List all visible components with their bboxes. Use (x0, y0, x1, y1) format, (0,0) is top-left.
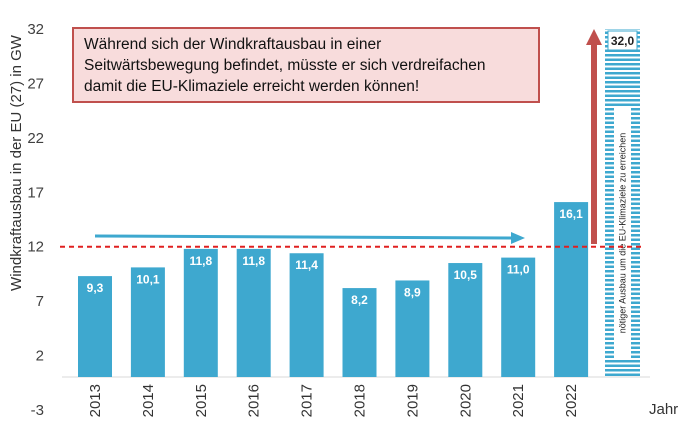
bar-value-label: 10,5 (454, 268, 478, 282)
bar (236, 248, 271, 377)
bars: 9,3 10,1 11,8 11,8 11,4 8,2 8,9 10,5 11,0 16,1 (78, 202, 589, 377)
target-value-box (607, 30, 638, 51)
target-value-label: 32,0 (611, 34, 635, 48)
bar-value-label: 9,3 (87, 281, 104, 295)
bar (130, 267, 165, 377)
annotation-box: Während sich der Windkraftausbau in eine… (72, 27, 540, 103)
y-tick-label: 32 (27, 21, 44, 38)
y-axis-label: Windkraftausbau in der EU (27) in GW (8, 34, 25, 291)
bar-value-label: 8,9 (404, 285, 421, 299)
annotation-line-1: Während sich der Windkraftausbau in eine… (84, 36, 382, 53)
y-tick-label: 22 (27, 130, 44, 147)
bar-value-label: 11,8 (189, 254, 212, 268)
x-tick-label: 2016 (246, 384, 263, 417)
annotation-line-2: Seitwärtsbewegung befindet, müsste er si… (84, 57, 486, 74)
x-tick-label: 2019 (404, 384, 421, 417)
bar-value-label: 8,2 (351, 293, 368, 307)
y-tick-label: 27 (27, 75, 44, 92)
x-tick-label: 2015 (193, 384, 210, 417)
y-tick-label: -3 (31, 402, 44, 419)
bar-value-label: 11,0 (507, 263, 530, 277)
x-tick-label: 2018 (352, 384, 369, 417)
x-tick-label: 2020 (457, 384, 474, 417)
y-tick-label: 12 (27, 239, 44, 256)
target-note-box (614, 108, 631, 358)
bar-value-label: 10,1 (136, 272, 160, 286)
bar (342, 288, 377, 377)
x-tick-label: 2022 (563, 384, 580, 417)
y-tick-label: 7 (36, 293, 44, 310)
bar (501, 257, 536, 377)
bar-value-label: 11,8 (242, 254, 265, 268)
target-note: nötiger Ausbau um die EU-Klimaziele zu e… (618, 133, 628, 334)
x-tick-label: 2017 (299, 384, 316, 417)
up-arrow (586, 29, 602, 244)
target-column: 32,0 nötiger Ausbau um die EU-Klimaziele … (605, 29, 640, 377)
x-axis-label: Jahr (649, 401, 678, 418)
bar (395, 280, 430, 377)
x-tick-label: 2021 (510, 384, 527, 417)
x-tick-label: 2013 (87, 384, 104, 417)
bar (448, 263, 483, 377)
bar (289, 253, 324, 377)
bar-value-label: 11,4 (295, 258, 318, 272)
bar (554, 202, 589, 377)
bar (78, 276, 112, 377)
x-axis-ticks: 2013 2014 2015 2016 2017 2018 2019 2020 2021 2022 (87, 384, 580, 417)
x-tick-label: 2014 (140, 384, 157, 417)
y-tick-label: 2 (36, 348, 44, 365)
trend-arrow (94, 232, 525, 244)
y-tick-label: 17 (27, 184, 44, 201)
bar (183, 248, 218, 377)
annotation-line-3: damit die EU-Klimaziele erreicht werden … (84, 78, 420, 95)
bar-value-label: 16,1 (559, 207, 583, 221)
